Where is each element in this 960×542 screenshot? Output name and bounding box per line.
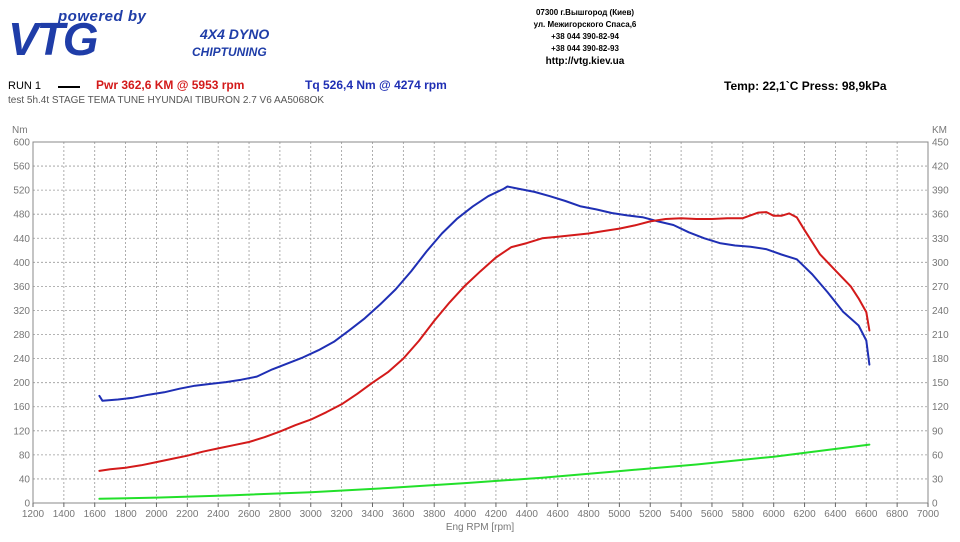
y-left-tick-label: 480 xyxy=(13,210,30,221)
x-tick-label: 6000 xyxy=(763,509,786,520)
x-tick-label: 6600 xyxy=(855,509,878,520)
y-right-tick-label: 300 xyxy=(932,258,949,269)
logo-subtitle-dyno: 4X4 DYNO xyxy=(200,26,270,42)
y-axis-left-title: Nm xyxy=(12,125,28,136)
y-right-tick-label: 90 xyxy=(932,426,944,437)
environment-readout: Temp: 22,1`C Press: 98,9kPa xyxy=(724,79,887,93)
y-right-tick-label: 0 xyxy=(932,499,938,510)
contact-phone-1: +38 044 390-82-94 xyxy=(551,32,619,41)
logo-tagline: powered by xyxy=(58,8,147,25)
y-right-tick-label: 330 xyxy=(932,234,949,245)
y-right-tick-label: 120 xyxy=(932,402,949,413)
x-tick-label: 1600 xyxy=(84,509,107,520)
chart-axes: 1200 1400 1600 1800 2000 2200 2400 2600 2800 3000… xyxy=(13,138,949,521)
x-tick-label: 3800 xyxy=(423,509,446,520)
y-right-tick-label: 420 xyxy=(932,162,949,173)
x-tick-label: 3600 xyxy=(392,509,415,520)
y-right-tick-label: 180 xyxy=(932,354,949,365)
x-tick-label: 4000 xyxy=(454,509,477,520)
x-tick-label: 5800 xyxy=(732,509,755,520)
y-left-tick-label: 400 xyxy=(13,258,30,269)
y-axis-right-title: KM xyxy=(932,125,947,136)
y-left-tick-label: 440 xyxy=(13,234,30,245)
y-right-tick-label: 240 xyxy=(932,306,949,317)
torque-curve xyxy=(98,185,871,402)
y-left-tick-label: 200 xyxy=(13,378,30,389)
y-right-tick-label: 390 xyxy=(932,186,949,197)
x-tick-label: 5200 xyxy=(639,509,662,520)
test-description: test 5h.4t STAGE TEMA TUNE HYUNDAI TIBUR… xyxy=(8,95,325,106)
contact-phone-2: +38 044 390-82-93 xyxy=(551,44,619,53)
contact-address-1: 07300 г.Вышгород (Киев) xyxy=(535,8,635,17)
x-tick-label: 3400 xyxy=(361,509,384,520)
x-tick-label: 5600 xyxy=(701,509,724,520)
x-tick-label: 1200 xyxy=(22,509,45,520)
y-right-tick-label: 30 xyxy=(932,474,944,485)
x-tick-label: 2600 xyxy=(238,509,261,520)
y-left-tick-label: 280 xyxy=(13,330,30,341)
run-legend-line xyxy=(58,86,80,88)
y-left-tick-label: 240 xyxy=(13,354,30,365)
x-tick-label: 7000 xyxy=(917,509,940,520)
y-right-tick-label: 270 xyxy=(932,282,949,293)
x-tick-label: 2800 xyxy=(269,509,292,520)
y-left-tick-label: 40 xyxy=(19,474,31,485)
logo-subtitle-chiptuning: CHIPTUNING xyxy=(192,45,267,59)
y-left-tick-label: 600 xyxy=(13,138,30,149)
x-tick-label: 1400 xyxy=(53,509,76,520)
chart-series xyxy=(98,185,871,500)
y-right-tick-label: 210 xyxy=(932,330,949,341)
x-tick-label: 2000 xyxy=(145,509,168,520)
x-tick-label: 1800 xyxy=(114,509,137,520)
y-left-tick-label: 0 xyxy=(24,499,30,510)
green-curve xyxy=(98,443,871,500)
torque-summary: Tq 526,4 Nm @ 4274 rpm xyxy=(305,78,447,92)
x-tick-label: 2200 xyxy=(176,509,199,520)
logo-brand: VTG xyxy=(8,13,99,65)
y-right-tick-label: 60 xyxy=(932,450,944,461)
x-tick-label: 4400 xyxy=(516,509,539,520)
x-tick-label: 6200 xyxy=(793,509,816,520)
y-left-tick-label: 560 xyxy=(13,162,30,173)
contact-website-link[interactable]: http://vtg.kiev.ua xyxy=(545,56,625,67)
x-tick-label: 3200 xyxy=(330,509,353,520)
power-curve xyxy=(98,211,871,472)
contact-address-2: ул. Межигорского Спаса,6 xyxy=(533,20,637,29)
y-left-tick-label: 320 xyxy=(13,306,30,317)
y-left-tick-label: 520 xyxy=(13,186,30,197)
power-summary: Pwr 362,6 KM @ 5953 rpm xyxy=(96,78,245,92)
y-left-tick-label: 80 xyxy=(19,450,31,461)
x-tick-label: 2400 xyxy=(207,509,230,520)
run-label: RUN 1 xyxy=(8,80,42,92)
x-tick-label: 5400 xyxy=(670,509,693,520)
chart-grid xyxy=(32,141,929,504)
y-left-tick-label: 360 xyxy=(13,282,30,293)
y-left-tick-label: 120 xyxy=(13,426,30,437)
x-tick-label: 3000 xyxy=(300,509,323,520)
x-tick-label: 6400 xyxy=(824,509,847,520)
y-right-tick-label: 450 xyxy=(932,138,949,149)
y-right-tick-label: 150 xyxy=(932,378,949,389)
plot-frame xyxy=(32,141,929,504)
x-axis-title: Eng RPM [rpm] xyxy=(446,522,515,533)
x-tick-label: 6800 xyxy=(886,509,909,520)
x-tick-label: 4600 xyxy=(547,509,570,520)
x-tick-label: 4800 xyxy=(577,509,600,520)
x-tick-label: 5000 xyxy=(608,509,631,520)
y-left-tick-label: 160 xyxy=(13,402,30,413)
x-tick-label: 4200 xyxy=(485,509,508,520)
y-right-tick-label: 360 xyxy=(932,210,949,221)
